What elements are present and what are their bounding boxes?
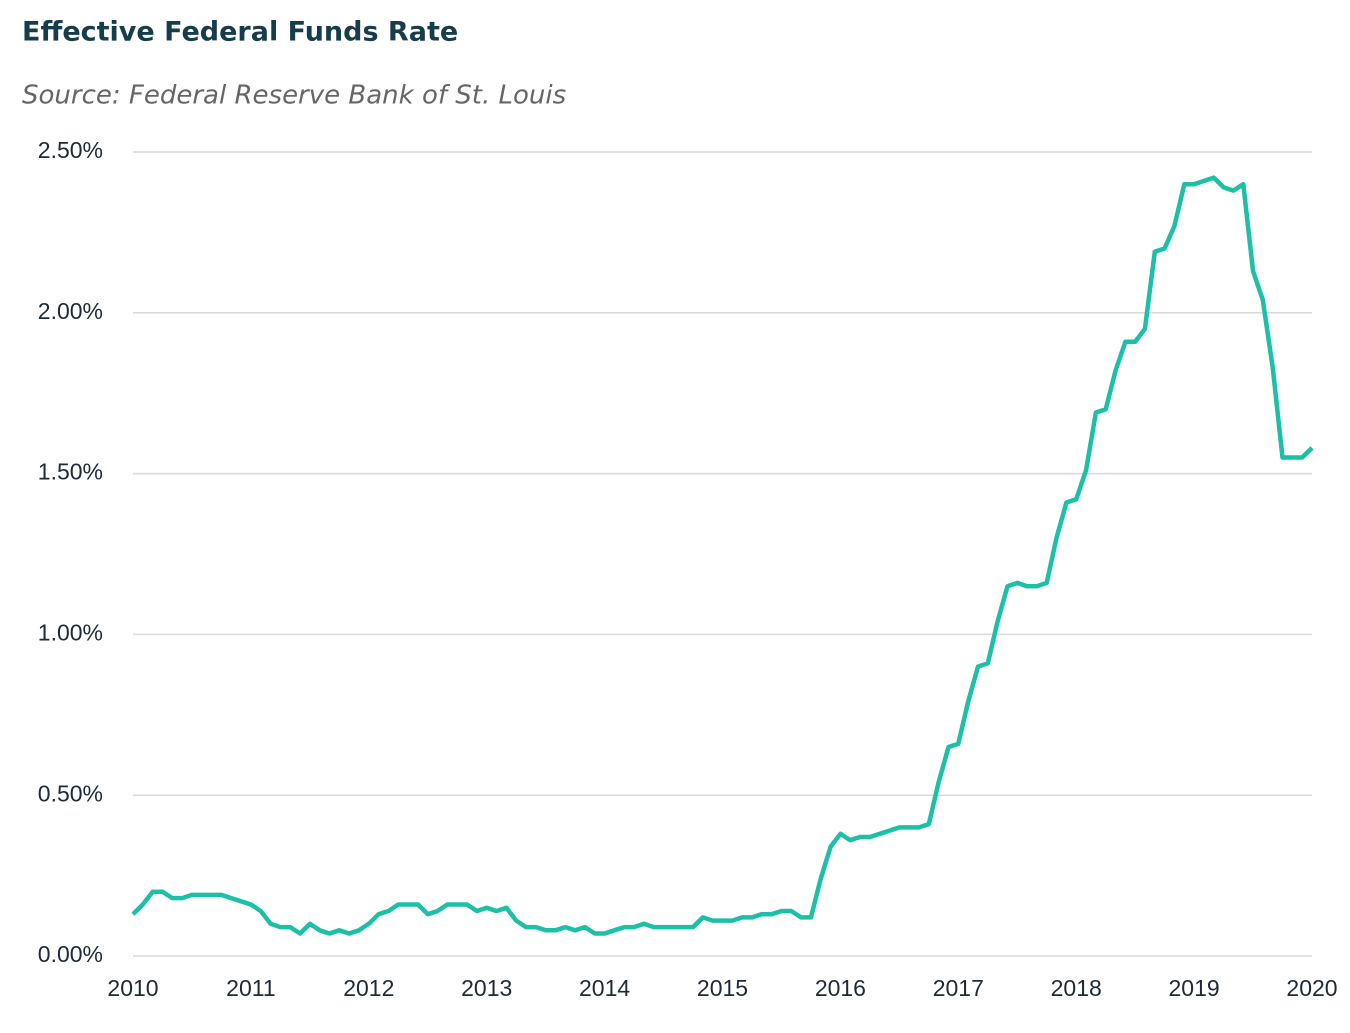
data-line: [131, 175, 1314, 936]
x-tick-label: 2014: [579, 975, 630, 1001]
chart-subtitle: Source: Federal Reserve Bank of St. Loui…: [22, 81, 566, 111]
chart-title: Effective Federal Funds Rate: [22, 17, 458, 48]
x-tick-label: 2020: [1286, 975, 1337, 1001]
y-tick-label: 2.00%: [38, 298, 103, 324]
x-tick-label: 2010: [107, 975, 158, 1001]
x-tick-label: 2015: [697, 975, 748, 1001]
y-tick-label: 0.50%: [38, 780, 103, 806]
y-tick-label: 2.50%: [38, 137, 103, 163]
x-tick-label: 2016: [815, 975, 866, 1001]
y-tick-label: 0.00%: [38, 941, 103, 967]
y-tick-label: 1.00%: [38, 619, 103, 645]
x-tick-label: 2011: [226, 975, 275, 1001]
y-tick-label: 1.50%: [38, 459, 103, 485]
x-tick-label: 2017: [933, 975, 984, 1001]
x-tick-label: 2018: [1051, 975, 1102, 1001]
x-tick-label: 2019: [1169, 975, 1220, 1001]
x-tick-label: 2013: [461, 975, 512, 1001]
x-tick-label: 2012: [343, 975, 394, 1001]
